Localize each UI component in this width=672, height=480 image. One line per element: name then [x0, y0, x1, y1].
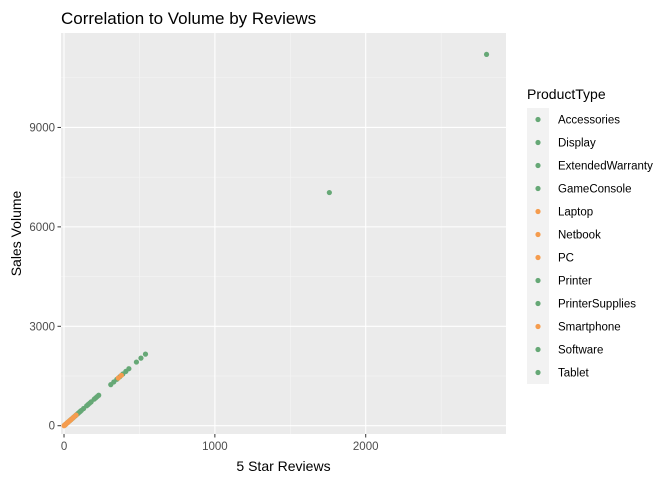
legend-key	[535, 116, 541, 123]
y-axis-ticks: 0 3000 6000 9000	[29, 122, 61, 433]
data-point	[483, 51, 490, 58]
x-tick-label: 0	[61, 441, 67, 453]
legend-entry-label: Netbook	[558, 230, 601, 242]
legend-entry-label: Laptop	[558, 207, 593, 219]
data-point	[133, 359, 140, 365]
x-axis-title: 5 Star Reviews	[236, 458, 330, 474]
legend-key	[535, 162, 541, 169]
y-tick-label: 9000	[29, 122, 55, 134]
legend-entry-label: PrinterSupplies	[558, 299, 636, 311]
data-point	[73, 412, 79, 418]
legend-key	[535, 139, 541, 146]
legend-key	[535, 323, 541, 330]
legend-entry-label: Printer	[558, 276, 592, 288]
legend-title: ProductType	[527, 86, 606, 102]
legend-key	[535, 231, 541, 238]
legend-key	[535, 208, 541, 215]
legend-entry-label: ExtendedWarranty	[558, 161, 653, 173]
legend-entry-label: Software	[558, 345, 603, 357]
y-tick-label: 6000	[29, 222, 55, 234]
legend-key	[535, 369, 541, 376]
y-axis-title: Sales Volume	[8, 190, 24, 276]
legend-key	[535, 277, 541, 284]
data-point	[96, 392, 102, 398]
legend-key	[535, 300, 541, 307]
data-point	[118, 372, 124, 378]
y-tick-label: 3000	[29, 321, 55, 333]
legend-key	[535, 185, 541, 192]
data-point	[326, 189, 332, 196]
legend-key	[535, 254, 541, 261]
y-tick-label: 0	[49, 421, 55, 433]
x-axis-ticks: 0 1000 2000	[61, 434, 379, 453]
grid-minor	[61, 33, 506, 434]
data-point	[142, 351, 149, 357]
legend-entry-label: Smartphone	[558, 322, 621, 334]
data-point	[138, 355, 144, 361]
data-points	[61, 51, 490, 429]
x-tick-label: 2000	[353, 441, 379, 453]
legend-key-background	[527, 108, 549, 384]
data-point	[126, 366, 132, 372]
chart-title: Correlation to Volume by Reviews	[61, 9, 316, 28]
legend-entry-label: PC	[558, 253, 574, 265]
legend-entry-label: Display	[558, 138, 596, 150]
grid-major	[61, 33, 506, 434]
legend-entry-label: GameConsole	[558, 184, 632, 196]
legend-key	[535, 346, 541, 353]
legend-entry-label: Tablet	[558, 368, 589, 380]
plot-panel	[61, 33, 506, 434]
legend-entry-label: Accessories	[558, 115, 620, 127]
x-tick-label: 1000	[202, 441, 228, 453]
legend: ProductType Accessories Display ExtendedWa…	[527, 86, 653, 384]
